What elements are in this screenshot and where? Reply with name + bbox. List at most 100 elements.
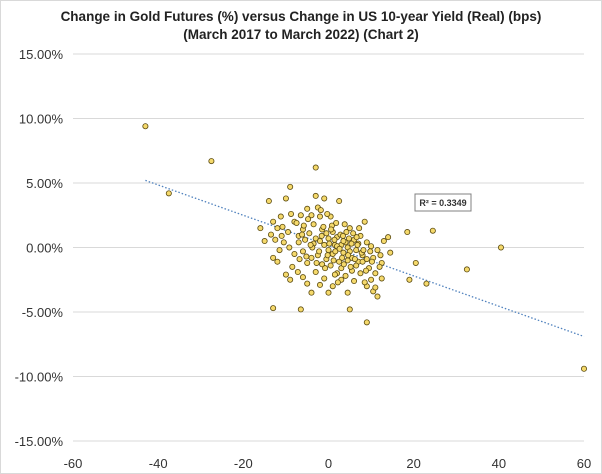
data-point: [312, 269, 319, 276]
data-point: [359, 258, 366, 265]
data-point: [278, 232, 285, 239]
chart-title-line-1: Change in Gold Futures (%) versus Change…: [60, 9, 542, 24]
data-point: [310, 221, 317, 228]
data-point: [295, 239, 302, 246]
x-tick-label: -20: [234, 456, 253, 471]
data-point: [324, 210, 331, 217]
y-tick-label: 0.00%: [26, 241, 63, 256]
data-point: [142, 123, 149, 130]
data-point: [287, 183, 294, 190]
data-point: [368, 276, 375, 283]
data-point: [374, 293, 381, 300]
data-point: [363, 256, 370, 263]
data-point: [406, 276, 413, 283]
y-tick-label: -5.00%: [22, 305, 64, 320]
data-point: [404, 229, 411, 236]
x-tick-label: 20: [406, 456, 420, 471]
data-point: [463, 266, 470, 273]
data-point: [297, 212, 304, 219]
data-point: [344, 289, 351, 296]
data-point: [321, 275, 328, 282]
trendline: [145, 179, 585, 338]
data-point: [321, 241, 328, 248]
data-point: [321, 195, 328, 202]
data-point: [285, 229, 292, 236]
data-point: [308, 254, 315, 261]
data-point: [289, 263, 296, 270]
data-point: [286, 244, 293, 251]
data-point: [340, 261, 347, 268]
data-point: [268, 231, 275, 238]
y-tick-label: 15.00%: [19, 47, 64, 62]
data-point: [348, 240, 355, 247]
data-point: [282, 271, 289, 278]
data-point: [305, 216, 312, 223]
data-point: [347, 263, 354, 270]
data-point: [363, 319, 370, 326]
data-point: [316, 248, 323, 255]
data-point: [353, 262, 360, 269]
data-point: [353, 234, 360, 241]
data-point: [367, 248, 374, 255]
data-point: [324, 252, 331, 259]
x-tick-label: 40: [492, 456, 506, 471]
data-points: [142, 123, 588, 372]
data-point: [300, 222, 307, 229]
data-point: [316, 213, 323, 220]
data-point: [345, 235, 352, 242]
y-tick-label: -10.00%: [15, 370, 64, 385]
x-tick-label: 60: [577, 456, 591, 471]
data-point: [318, 232, 325, 239]
x-tick-label: 0: [325, 456, 332, 471]
data-point: [299, 248, 306, 255]
data-point: [277, 213, 284, 220]
data-point: [312, 164, 319, 171]
data-point: [270, 218, 277, 225]
data-point: [351, 256, 358, 263]
data-point: [291, 250, 298, 257]
data-point: [282, 195, 289, 202]
data-point: [308, 212, 315, 219]
data-point: [357, 270, 364, 277]
chart-title: Change in Gold Futures (%) versus Change…: [0, 8, 602, 44]
data-point: [330, 257, 337, 264]
data-point: [325, 235, 332, 242]
data-point: [336, 258, 343, 265]
data-point: [377, 252, 384, 259]
data-point: [360, 247, 367, 254]
data-point: [304, 259, 311, 266]
data-point: [320, 223, 327, 230]
data-point: [334, 279, 341, 286]
data-point: [376, 263, 383, 270]
data-point: [336, 245, 343, 252]
data-point: [368, 258, 375, 265]
data-point: [423, 280, 430, 287]
data-point: [339, 232, 346, 239]
data-point: [287, 276, 294, 283]
data-point: [353, 247, 360, 254]
y-tick-label: 5.00%: [26, 176, 63, 191]
data-point: [345, 252, 352, 259]
data-point: [581, 365, 588, 372]
data-point: [328, 226, 335, 233]
data-point: [272, 236, 279, 243]
data-point: [361, 218, 368, 225]
data-point: [336, 198, 343, 205]
data-point: [306, 230, 313, 237]
data-point: [296, 256, 303, 263]
data-point: [331, 271, 338, 278]
data-point: [346, 225, 353, 232]
data-point: [385, 234, 392, 241]
r-squared-label-box: R² = 0.3349: [414, 193, 472, 212]
data-point: [294, 269, 301, 276]
data-point: [331, 236, 338, 243]
r-squared-label: R² = 0.3349: [419, 198, 466, 208]
data-point: [280, 239, 287, 246]
data-point: [299, 231, 306, 238]
x-tick-label: -40: [149, 456, 168, 471]
data-point: [325, 247, 332, 254]
data-point: [319, 261, 326, 268]
data-point: [302, 236, 309, 243]
data-point: [368, 243, 375, 250]
